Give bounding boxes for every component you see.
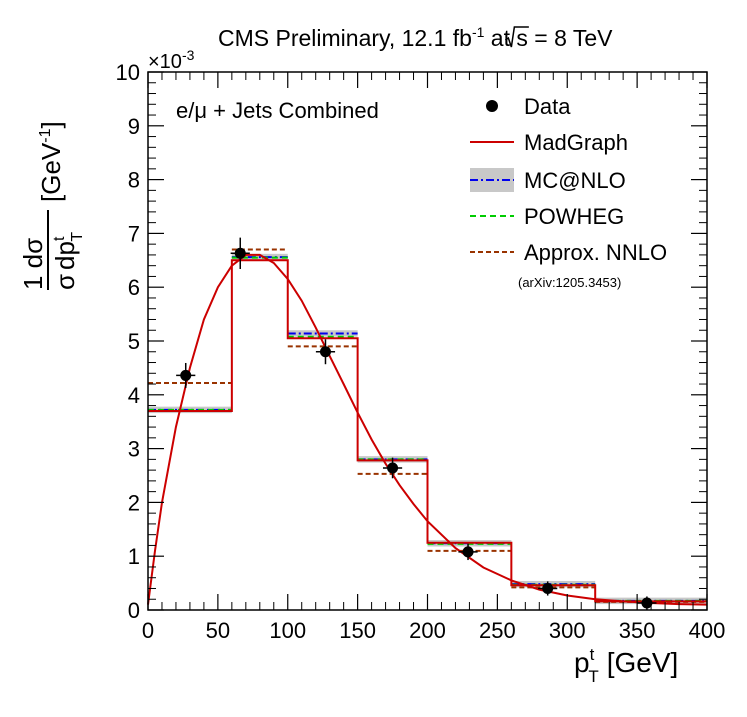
prediction-histograms (148, 248, 707, 603)
data-marker-2 (319, 346, 331, 358)
x-tick-label-0: 0 (142, 618, 154, 643)
data-point-1 (230, 237, 250, 269)
x-tick-label-150: 150 (339, 618, 376, 643)
y-tick-label-5: 5 (128, 329, 140, 354)
y-axis-label: 1 dσ σ dptT [GeV-1] (18, 121, 86, 290)
y-tick-label-6: 6 (128, 275, 140, 300)
axes-frame: 0 50 100 150 200 250 300 350 400 0 1 2 3 4 5 6 7 8 9 10 (116, 60, 726, 643)
x-axis-label: pt T [GeV] (574, 645, 678, 686)
data-point-4 (458, 543, 478, 561)
x-label-sub: T (588, 667, 598, 686)
x-tick-label-50: 50 (206, 618, 230, 643)
legend-marker-data (486, 100, 498, 112)
y-tick-label-8: 8 (128, 168, 140, 193)
data-point-5 (538, 581, 558, 596)
x-label-sup: t (590, 645, 595, 664)
data-point-0 (176, 362, 196, 388)
y-tick-label-0: 0 (128, 598, 140, 623)
sqrt-symbol (504, 26, 529, 48)
y-tick-label-4: 4 (128, 383, 140, 408)
y-exponent-label: ×10-3 (148, 47, 195, 73)
data-marker-4 (462, 546, 474, 558)
data-marker-6 (641, 597, 653, 609)
data-point-6 (637, 596, 657, 610)
x-tick-label-250: 250 (479, 618, 516, 643)
title-sqrt-s: s (516, 25, 528, 51)
title-main: CMS Preliminary, 12.1 fb (218, 25, 472, 51)
y-label-unit-exponent: -1 (37, 128, 54, 142)
legend-label-mcatnlo: MC@NLO (524, 168, 626, 193)
x-tick-label-400: 400 (689, 618, 726, 643)
legend: Data MadGraph MC@NLO POWHEG Approx. NNLO… (470, 94, 667, 290)
y-label-dp-sub: T (69, 232, 86, 242)
y-tick-label-1: 1 (128, 544, 140, 569)
data-point-3 (382, 457, 403, 479)
data-marker-1 (234, 247, 246, 259)
y-tick-label-2: 2 (128, 490, 140, 515)
y-label-numerator: 1 dσ (18, 238, 48, 290)
madgraph-smooth-curve (147, 253, 708, 606)
y-tick-label-7: 7 (128, 221, 140, 246)
x-tick-label-300: 300 (549, 618, 586, 643)
y-tick-label-9: 9 (128, 114, 140, 139)
x-tick-label-350: 350 (619, 618, 656, 643)
y-tick-label-3: 3 (128, 437, 140, 462)
data-marker-3 (387, 462, 399, 474)
data-point-2 (315, 339, 336, 365)
y-exponent-value: -3 (182, 47, 195, 63)
data-points (176, 237, 657, 610)
y-tick-label-10: 10 (116, 60, 140, 85)
legend-nnlo-reference: (arXiv:1205.3453) (518, 275, 621, 290)
x-label-unit: [GeV] (607, 647, 679, 678)
y-exponent-prefix: ×10 (148, 51, 182, 73)
legend-label-madgraph: MadGraph (524, 130, 628, 155)
x-label-p: p (574, 647, 590, 678)
y-label-unit-text: [GeV (36, 142, 66, 202)
y-label-dp: dp (50, 241, 80, 270)
y-label-unit-close: ] (36, 121, 66, 128)
legend-label-powheg: POWHEG (524, 204, 624, 229)
title-energy: = 8 TeV (528, 25, 613, 51)
legend-label-nnlo: Approx. NNLO (524, 240, 667, 265)
data-marker-0 (180, 369, 192, 381)
chart-title: CMS Preliminary, 12.1 fb-1 at s = 8 TeV (218, 24, 613, 51)
channel-label: e/μ + Jets Combined (176, 98, 379, 123)
title-lumi-exponent: -1 (472, 24, 485, 40)
data-marker-5 (542, 582, 554, 594)
y-label-sigma: σ (50, 274, 80, 290)
x-tick-label-200: 200 (409, 618, 446, 643)
y-label-denominator: σ dptT (50, 232, 86, 290)
x-tick-label-100: 100 (269, 618, 306, 643)
legend-label-data: Data (524, 94, 571, 119)
y-label-unit: [GeV-1] (36, 121, 66, 202)
y-label-dp-sup: t (51, 236, 68, 241)
